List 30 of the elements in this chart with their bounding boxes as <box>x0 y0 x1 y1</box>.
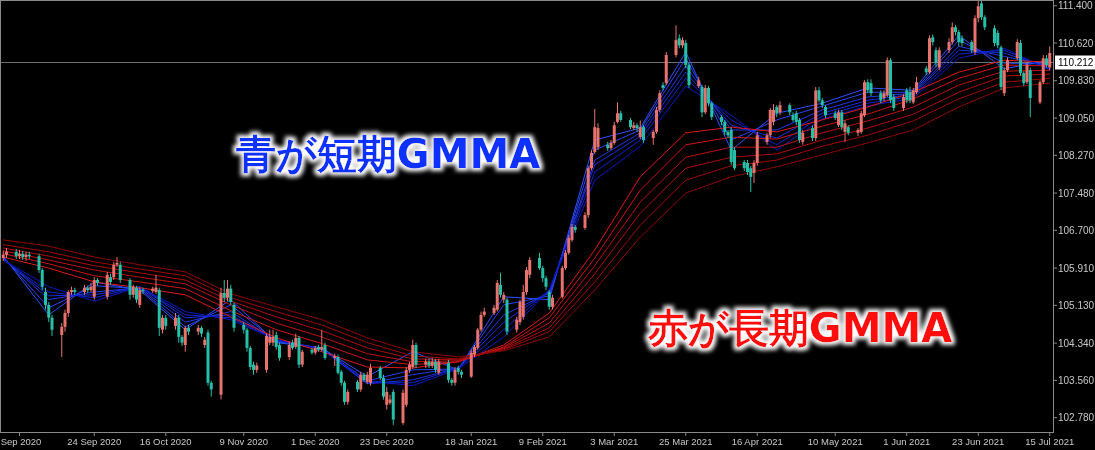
x-tick-label: 25 Mar 2021 <box>659 436 713 447</box>
x-tick-label: 1 Jun 2021 <box>883 436 931 447</box>
y-tick-label: 103.560 <box>1058 374 1095 386</box>
x-tick-label: 3 Mar 2021 <box>590 436 639 447</box>
y-tick-label: 109.050 <box>1058 112 1095 124</box>
annotation: 赤が長期GMMA <box>646 305 953 351</box>
y-tick-label: 111.400 <box>1058 0 1094 12</box>
y-tick-label: 105.910 <box>1058 262 1095 274</box>
x-tick-label: 10 May 2021 <box>807 436 863 447</box>
y-tick-label: 110.620 <box>1058 37 1094 49</box>
x-tick-label: 18 Jan 2021 <box>445 436 498 447</box>
annotation: 青が短期GMMA <box>234 131 541 177</box>
x-tick-label: 1 Dec 2020 <box>290 436 340 447</box>
y-tick-label: 102.780 <box>1058 412 1095 424</box>
x-tick-label: 16 Oct 2020 <box>139 436 192 447</box>
x-tick-label: 24 Sep 2020 <box>67 436 122 447</box>
ref-line-label: 110.212 <box>1058 57 1094 69</box>
x-tick-label: 23 Jun 2021 <box>952 436 1005 447</box>
x-tick-label: 9 Feb 2021 <box>518 436 567 447</box>
y-tick-label: 105.130 <box>1058 299 1095 311</box>
x-tick-label: 9 Nov 2020 <box>219 436 269 447</box>
y-tick-label: 108.270 <box>1058 149 1095 161</box>
y-tick-label: 106.700 <box>1058 224 1095 236</box>
y-tick-label: 104.340 <box>1058 337 1095 349</box>
y-tick-label: 109.830 <box>1058 75 1095 87</box>
x-tick-label: Sep 2020 <box>0 436 42 447</box>
x-tick-label: 16 Apr 2021 <box>731 436 783 447</box>
y-tick-label: 107.480 <box>1058 187 1095 199</box>
x-tick-label: 15 Jul 2021 <box>1025 436 1075 447</box>
x-tick-label: 23 Dec 2020 <box>359 436 414 447</box>
